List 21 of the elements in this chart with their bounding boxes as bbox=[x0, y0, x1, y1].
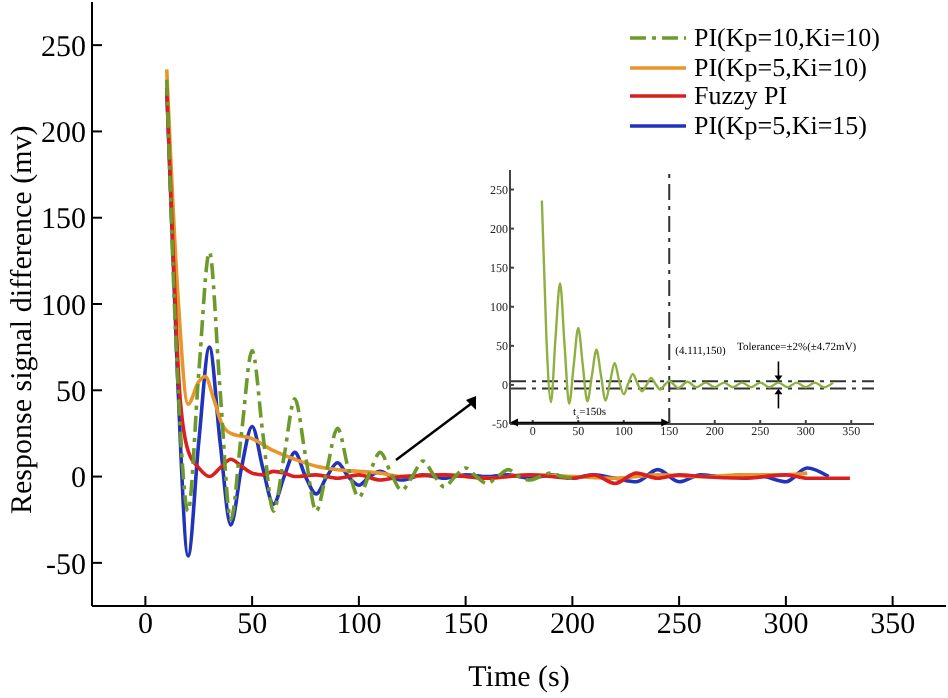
legend-label: PI(Kp=10,Ki=10) bbox=[693, 22, 880, 53]
x-tick-label: 200 bbox=[549, 609, 595, 642]
y-tick-label: 0 bbox=[71, 463, 86, 496]
y-tick-label: 100 bbox=[41, 290, 86, 323]
y-axis-title: Response signal difference (mv) bbox=[6, 125, 39, 514]
y-tick-label: -50 bbox=[46, 549, 86, 582]
legend-label: PI(Kp=5,Ki=10) bbox=[693, 51, 867, 82]
y-tick-label: 200 bbox=[41, 118, 86, 151]
y-tick-label: 150 bbox=[41, 204, 86, 237]
legend-label: Fuzzy PI bbox=[693, 80, 788, 111]
legend-label: PI(Kp=5,Ki=15) bbox=[693, 109, 867, 140]
line-series bbox=[164, 77, 575, 522]
y-tick-label: 50 bbox=[56, 376, 86, 409]
x-tick-label: 350 bbox=[870, 609, 916, 642]
x-tick-label: 100 bbox=[336, 609, 382, 642]
x-tick-label: 50 bbox=[237, 609, 268, 642]
x-tick-label: 300 bbox=[763, 609, 809, 642]
x-tick-label: 0 bbox=[137, 609, 153, 642]
x-axis-title: Time (s) bbox=[468, 662, 570, 694]
y-tick-label: 250 bbox=[41, 31, 86, 64]
x-tick-label: 250 bbox=[656, 609, 702, 642]
